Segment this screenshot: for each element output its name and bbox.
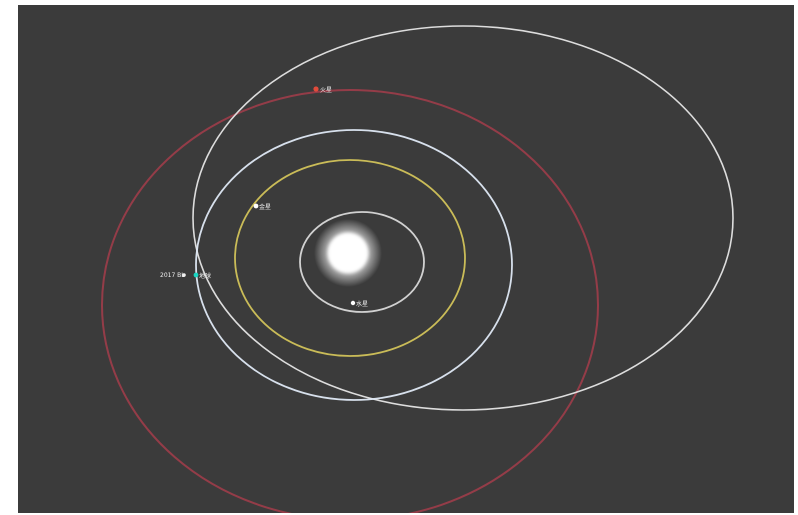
earth-orbit [195, 129, 513, 401]
earth-marker [193, 272, 199, 278]
mercury-marker [350, 300, 356, 306]
comet-orbit [192, 25, 734, 411]
earth-body[interactable]: 地球 [193, 272, 211, 280]
mercury-body[interactable]: 水星 [350, 300, 368, 308]
comet-marker [182, 273, 186, 277]
comet-body[interactable]: 2017 BL [160, 272, 186, 279]
mars-body[interactable]: 火星 [313, 86, 332, 94]
venus-body[interactable]: 金星 [253, 203, 271, 211]
venus-orbit [234, 159, 466, 357]
orbit-viewport: 金星 水星 地球 火星 2017 BL [18, 5, 794, 513]
mercury-label: 水星 [356, 300, 368, 308]
sun-core [328, 233, 368, 273]
earth-label: 地球 [199, 272, 211, 280]
sun [314, 219, 382, 287]
solar-system-diagram: 金星 水星 地球 火星 2017 BL [101, 25, 734, 513]
mars-orbit [101, 89, 599, 513]
venus-marker [253, 203, 259, 209]
mars-marker [313, 86, 319, 92]
comet-label: 2017 BL [160, 272, 185, 279]
mercury-orbit [299, 211, 425, 313]
venus-label: 金星 [259, 203, 271, 211]
mars-label: 火星 [320, 87, 332, 94]
